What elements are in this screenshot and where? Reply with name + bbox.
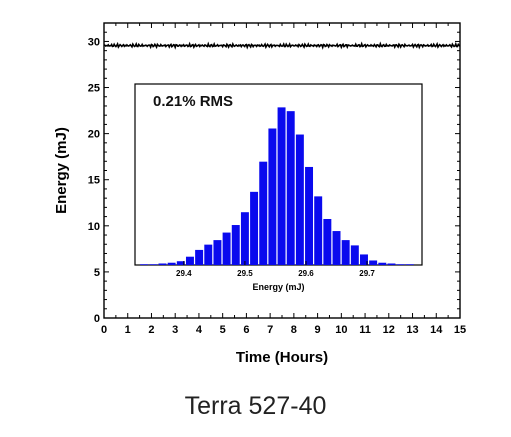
histogram-bar	[387, 263, 396, 265]
histogram-bar	[277, 107, 286, 265]
histogram-bar	[305, 166, 314, 265]
x-tick-label: 4	[196, 324, 203, 336]
x-tick-label: 6	[243, 324, 249, 336]
histogram-bar	[158, 263, 167, 265]
x-tick-label: 14	[430, 324, 443, 336]
x-tick-label: 9	[315, 324, 321, 336]
figure-caption: Terra 527-40	[184, 392, 327, 420]
histogram-bar	[323, 218, 332, 265]
x-tick-label: 3	[172, 324, 178, 336]
inset-x-tick-label: 29.6	[298, 269, 314, 278]
histogram-bar	[378, 262, 387, 265]
y-tick-label: 25	[88, 83, 100, 95]
histogram-bar	[204, 244, 213, 265]
y-tick-label: 30	[88, 36, 100, 48]
histogram-bar	[167, 262, 176, 265]
inset-x-axis-title: Energy (mJ)	[252, 282, 304, 292]
histogram-bar	[176, 261, 185, 265]
histogram-bar	[295, 134, 304, 265]
x-tick-label: 7	[267, 324, 273, 336]
y-tick-label: 10	[88, 221, 100, 233]
histogram-bar	[314, 196, 323, 265]
inset-x-tick-label: 29.5	[237, 269, 253, 278]
x-axis-title: Time (Hours)	[236, 349, 328, 366]
x-tick-label: 8	[291, 324, 297, 336]
inset-histogram-chart: 29.4 29.5 29.6 29.7 Energy (mJ) 0.21% RMS	[134, 83, 423, 292]
histogram-bar	[231, 225, 240, 265]
x-tick-label: 0	[101, 324, 107, 336]
histogram-bar	[259, 161, 268, 265]
histogram-bar	[396, 264, 405, 265]
histogram-bar	[149, 264, 158, 265]
histogram-bar	[250, 191, 259, 265]
histogram-bar	[140, 264, 149, 265]
histogram-bar	[195, 249, 204, 265]
energy-trace-line	[103, 41, 461, 50]
histogram-bar	[405, 264, 414, 265]
y-tick-label: 5	[94, 267, 100, 279]
x-tick-label: 10	[335, 324, 347, 336]
histogram-bar	[222, 232, 231, 265]
histogram-bar	[268, 128, 277, 265]
x-tick-label: 5	[220, 324, 226, 336]
x-tick-label: 13	[406, 324, 418, 336]
x-tick-label: 2	[148, 324, 154, 336]
x-tick-label: 11	[359, 324, 371, 336]
histogram-bar	[286, 111, 295, 266]
histogram-bar	[185, 256, 194, 265]
x-tick-label: 15	[454, 324, 466, 336]
inset-x-tick-label: 29.7	[359, 269, 375, 278]
histogram-bar	[213, 240, 222, 265]
histogram-bar	[332, 231, 341, 265]
histogram-bar	[350, 245, 359, 265]
rms-annotation: 0.21% RMS	[153, 93, 233, 110]
y-tick-label: 20	[88, 129, 100, 141]
x-tick-label: 12	[383, 324, 395, 336]
y-axis-title: Energy (mJ)	[53, 127, 70, 214]
histogram-bar	[240, 212, 249, 265]
histogram-bar	[360, 254, 368, 265]
histogram-bar	[341, 240, 350, 265]
histogram-bar	[369, 260, 378, 265]
x-tick-label: 1	[125, 324, 131, 336]
inset-x-tick-label: 29.4	[176, 269, 192, 278]
y-tick-label: 15	[88, 175, 100, 187]
y-tick-label: 0	[94, 313, 100, 325]
